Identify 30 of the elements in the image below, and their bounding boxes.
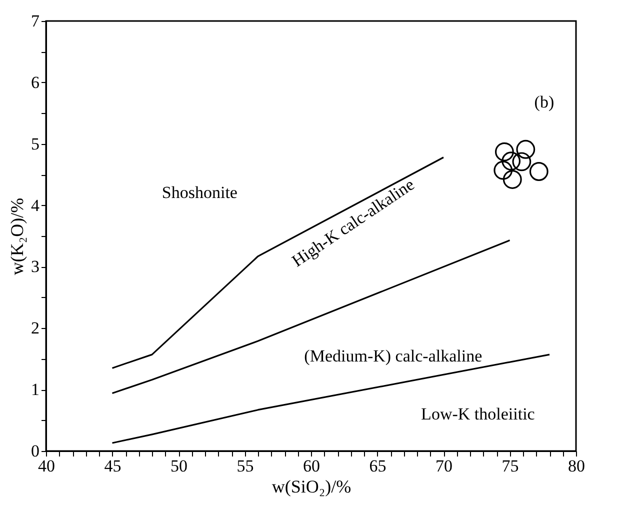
annotation: (Medium-K) calc-alkaline (304, 346, 482, 366)
y-tick-label: 6 (31, 72, 40, 92)
x-tick-label: 55 (236, 456, 254, 476)
point (502, 152, 521, 170)
y-tick-label: 1 (31, 380, 40, 400)
y-axis-title: w(K₂O)/% (7, 198, 27, 276)
x-tick-label: 75 (502, 456, 519, 476)
x-tick-label: 60 (303, 456, 320, 476)
x-tick-label: 40 (38, 456, 55, 476)
point (502, 170, 522, 189)
x-tick-label: 50 (170, 456, 188, 476)
annotation: (b) (534, 92, 554, 112)
x-axis-title: w(SiO₂)/% (272, 476, 352, 496)
y-tick-label: 5 (31, 134, 40, 154)
annotation: Low-K tholeiitic (421, 404, 536, 424)
annotation: Shoshonite (162, 183, 238, 202)
y-tick-label: 4 (31, 196, 40, 215)
point (516, 140, 536, 159)
point (512, 152, 532, 172)
y-tick-label: 7 (31, 12, 40, 30)
x-tick-label: 45 (104, 456, 122, 476)
point (494, 160, 513, 180)
y-tick-label: 3 (31, 257, 40, 276)
x-tick-label: 65 (369, 456, 386, 476)
point (494, 142, 514, 162)
x-tick-label: 80 (568, 456, 585, 476)
point (529, 162, 548, 181)
x-tick-label: 70 (436, 456, 452, 476)
y-tick-label: 2 (31, 318, 40, 338)
y-tick-label: 0 (31, 442, 40, 460)
